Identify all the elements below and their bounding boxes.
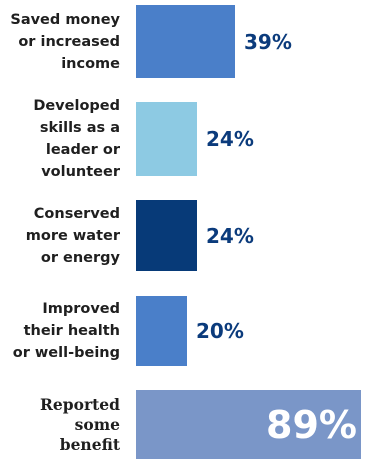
value-label-4: 20%	[196, 319, 244, 343]
category-label-2: Developed skills as a leader or volunteer	[0, 95, 120, 183]
bar-2	[136, 102, 197, 176]
category-label-4: Improved their health or well-being	[0, 298, 120, 364]
category-label-line: more water	[25, 228, 120, 244]
category-label-line: Developed	[33, 98, 120, 114]
category-label-line: benefit	[59, 435, 120, 454]
category-label-line: or increased	[18, 34, 120, 50]
bar-4	[136, 296, 187, 366]
bar-3	[136, 200, 197, 271]
category-label-line: Reported	[40, 395, 120, 414]
category-label-line: some	[74, 415, 120, 434]
category-label-line: or energy	[40, 250, 120, 266]
category-label-1: Saved money or increased income	[0, 9, 120, 75]
bar-1	[136, 5, 235, 78]
value-label-5: 89%	[266, 403, 357, 447]
value-label-3: 24%	[206, 224, 254, 248]
category-label-3: Conserved more water or energy	[0, 203, 120, 269]
bar-5	[136, 390, 361, 459]
category-label-line: their health	[23, 323, 120, 339]
value-label-2: 24%	[206, 127, 254, 151]
category-label-line: Saved money	[10, 12, 120, 28]
category-label-line: volunteer	[41, 164, 120, 180]
category-label-line: income	[61, 56, 120, 72]
value-label-1: 39%	[244, 30, 292, 54]
category-label-line: leader or	[45, 142, 120, 158]
category-label-line: skills as a	[39, 120, 120, 136]
category-label-5: Reported some benefit	[0, 395, 120, 455]
category-label-line: or well-being	[12, 345, 120, 361]
category-label-line: Improved	[42, 301, 120, 317]
category-label-line: Conserved	[33, 206, 120, 222]
